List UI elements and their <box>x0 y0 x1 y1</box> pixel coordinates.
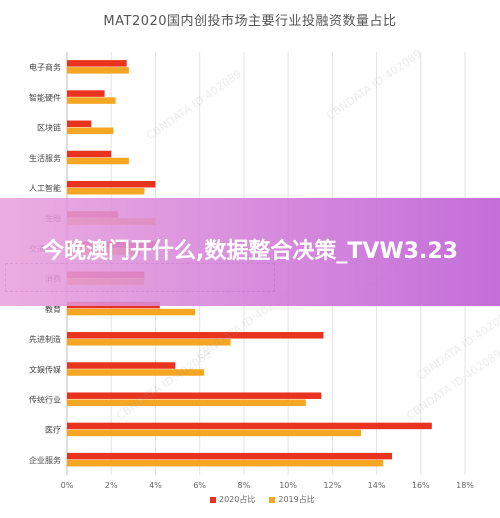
legend: 2020占比 2019占比 <box>210 494 315 505</box>
overlay-banner[interactable]: 今晚澳门开什么,数据整合决策_TVW3.23 <box>0 198 500 306</box>
legend-label-2019: 2019占比 <box>278 495 315 504</box>
bar-2020[interactable] <box>67 120 92 128</box>
bar-2019[interactable] <box>67 308 196 316</box>
bar-2020[interactable] <box>67 150 112 158</box>
x-tick-label: 8% <box>238 481 251 490</box>
bar-2019[interactable] <box>67 339 231 346</box>
category-label: 医疗 <box>45 425 61 435</box>
category-label: 教育 <box>45 304 61 314</box>
watermark-text: CBNDATA ID:402089 <box>144 67 244 142</box>
x-tick-label: 18% <box>456 481 474 490</box>
x-tick-label: 6% <box>193 481 206 490</box>
x-tick-label: 10% <box>279 481 297 490</box>
category-label: 生活服务 <box>29 153 61 163</box>
bar-2020[interactable] <box>67 362 176 369</box>
legend-swatch-2019 <box>269 496 276 503</box>
bar-2020[interactable] <box>67 422 432 430</box>
category-label: 传统行业 <box>29 394 61 404</box>
x-tick-label: 0% <box>61 481 74 490</box>
category-label: 企业服务 <box>29 455 61 465</box>
bar-2019[interactable] <box>67 67 129 74</box>
category-label: 智能硬件 <box>29 92 61 102</box>
watermark-text: CBNDATA ID:402089 <box>414 307 500 382</box>
bar-2019[interactable] <box>67 127 114 135</box>
category-label: 区块链 <box>37 123 61 133</box>
chart-title: MAT2020国内创投市场主要行业投融资数量占比 <box>103 14 397 29</box>
bar-2020[interactable] <box>67 392 322 399</box>
x-tick-label: 14% <box>368 481 386 490</box>
category-label: 人工智能 <box>29 183 61 193</box>
bar-2020[interactable] <box>67 60 127 67</box>
legend-item-2019: 2019占比 <box>269 494 315 505</box>
bar-2019[interactable] <box>67 369 205 376</box>
watermark-text: CBNDATA ID:402089 <box>114 347 214 422</box>
legend-swatch-2020 <box>210 496 216 503</box>
bar-2019[interactable] <box>67 459 384 467</box>
bar-2019[interactable] <box>67 187 145 195</box>
category-label: 文娱传媒 <box>29 364 61 374</box>
x-tick-label: 2% <box>105 481 118 490</box>
bar-2020[interactable] <box>67 332 324 339</box>
legend-label-2020: 2020占比 <box>219 495 256 504</box>
bar-2020[interactable] <box>67 180 156 188</box>
category-label: 电子商务 <box>29 62 61 72</box>
x-tick-label: 16% <box>412 481 430 490</box>
legend-item-2020: 2020占比 <box>210 494 255 505</box>
bar-2020[interactable] <box>67 90 105 97</box>
category-label: 先进制造 <box>29 334 61 344</box>
bar-2020[interactable] <box>67 452 393 460</box>
bar-2019[interactable] <box>67 157 129 165</box>
banner-text: 今晚澳门开什么,数据整合决策_TVW3.23 <box>42 239 458 264</box>
x-tick-label: 4% <box>149 481 162 490</box>
watermark-text: CBNDATA ID:402089 <box>324 47 424 122</box>
bar-2019[interactable] <box>67 429 362 437</box>
bar-2019[interactable] <box>67 97 116 104</box>
x-tick-label: 12% <box>323 481 341 490</box>
bar-2019[interactable] <box>67 399 306 406</box>
